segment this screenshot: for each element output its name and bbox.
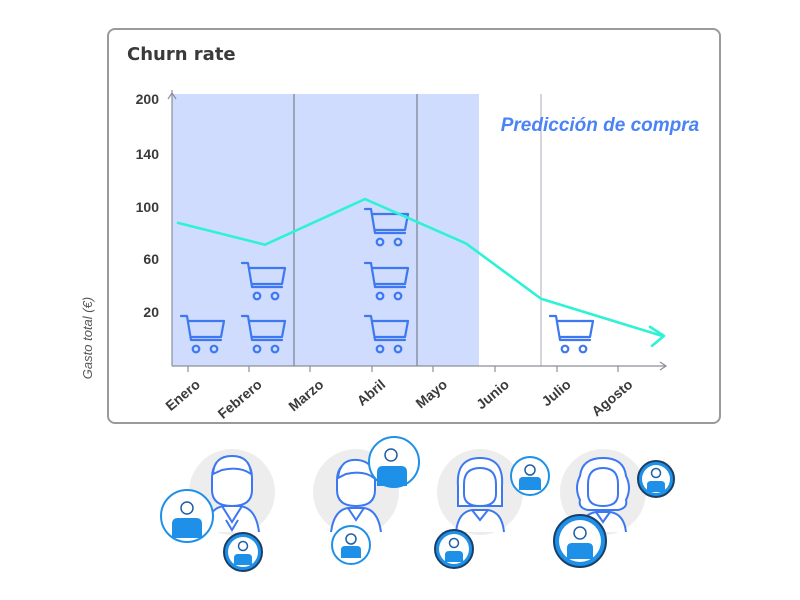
person-bubble-1a bbox=[160, 489, 214, 543]
y-tick-label: 100 bbox=[136, 199, 160, 215]
trend-arrowhead bbox=[648, 325, 666, 348]
cart-icon bbox=[179, 314, 226, 354]
y-tick-label: 200 bbox=[136, 91, 160, 107]
cart-icon bbox=[240, 314, 287, 354]
y-axis-arrow bbox=[167, 91, 177, 100]
y-tick-label: 20 bbox=[143, 304, 159, 320]
avatar-woman-2 bbox=[560, 449, 646, 535]
y-tick-label: 140 bbox=[136, 146, 160, 162]
cart-icon bbox=[363, 261, 410, 301]
cart-icon bbox=[363, 314, 410, 354]
person-bubble-3a bbox=[510, 456, 550, 496]
annotation-text: Predicción de compra bbox=[501, 115, 700, 136]
person-bubble-2a bbox=[368, 436, 420, 488]
x-axis-arrow bbox=[659, 361, 668, 371]
trend-line bbox=[176, 197, 663, 338]
person-bubble-4a bbox=[637, 460, 675, 498]
person-bubble-2b bbox=[331, 525, 371, 565]
avatar-woman-1 bbox=[437, 449, 523, 535]
person-bubble-1b bbox=[223, 532, 263, 572]
person-bubble-4b bbox=[553, 514, 607, 568]
chart-title: Churn rate bbox=[127, 44, 236, 65]
cart-icon bbox=[363, 207, 410, 247]
cart-icon bbox=[240, 261, 287, 301]
cart-icon bbox=[548, 314, 595, 354]
y-tick-label: 60 bbox=[143, 251, 159, 267]
y-axis-label: Gasto total (€) bbox=[80, 297, 95, 379]
person-bubble-3b bbox=[434, 529, 474, 569]
